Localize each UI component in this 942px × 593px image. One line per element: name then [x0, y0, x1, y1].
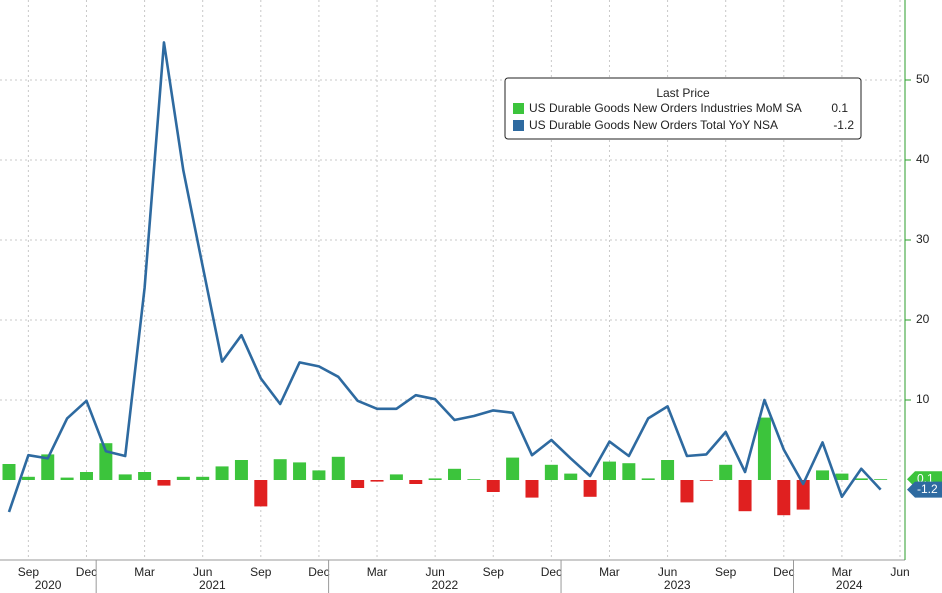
bar — [331, 456, 345, 480]
bar — [448, 468, 462, 480]
y-tick-label: 50 — [916, 72, 930, 86]
bar — [118, 474, 132, 480]
bar — [622, 463, 636, 480]
bar — [486, 480, 500, 492]
x-tick-label: Dec — [773, 565, 794, 579]
y-tick-label: 40 — [916, 152, 930, 166]
bar — [196, 476, 210, 480]
bar — [680, 480, 694, 503]
x-tick-label: Jun — [890, 565, 909, 579]
year-label: 2024 — [836, 578, 863, 592]
x-tick-label: Jun — [658, 565, 677, 579]
x-tick-label: Jun — [425, 565, 444, 579]
x-tick-label: Dec — [308, 565, 329, 579]
last-value-tag — [907, 481, 942, 498]
legend-box — [504, 77, 862, 140]
bar — [2, 464, 16, 480]
x-tick-label: Sep — [483, 565, 505, 579]
bar — [389, 474, 403, 480]
bar — [641, 478, 655, 480]
year-label: 2023 — [664, 578, 691, 592]
last-value-label: -1.2 — [917, 482, 938, 496]
bar — [854, 478, 868, 480]
x-tick-label: Mar — [367, 565, 388, 579]
bar — [602, 461, 616, 480]
bar — [699, 480, 713, 481]
year-label: 2021 — [199, 578, 226, 592]
x-tick-label: Sep — [250, 565, 272, 579]
bar — [273, 459, 287, 480]
bar — [370, 480, 384, 482]
bar — [738, 480, 752, 512]
bar — [79, 472, 93, 480]
x-tick-label: Mar — [832, 565, 853, 579]
bar — [777, 480, 791, 516]
bar — [60, 477, 74, 480]
bar — [835, 473, 849, 480]
legend-swatch — [513, 120, 524, 131]
bar — [796, 480, 810, 510]
bar — [41, 454, 55, 480]
y-tick-label: 10 — [916, 392, 930, 406]
bar — [234, 460, 248, 480]
bar — [467, 479, 481, 480]
bar — [254, 480, 268, 507]
bar — [757, 417, 771, 480]
bar — [312, 470, 326, 480]
line — [7, 41, 882, 513]
bar — [874, 479, 888, 480]
x-tick-label: Dec — [76, 565, 97, 579]
y-tick-label: 30 — [916, 232, 930, 246]
legend-title: Last Price — [656, 86, 710, 100]
bar — [176, 476, 190, 480]
x-tick-label: Sep — [18, 565, 40, 579]
bar — [293, 462, 307, 480]
year-label: 2020 — [35, 578, 62, 592]
legend: Last Price US Durable Goods New Orders I… — [504, 77, 862, 140]
bar — [544, 464, 558, 480]
x-tick-label: Jun — [193, 565, 212, 579]
bar — [661, 460, 675, 480]
legend-label: US Durable Goods New Orders Industries M… — [529, 101, 802, 115]
y-tick-label: 20 — [916, 312, 930, 326]
x-tick-label: Mar — [599, 565, 620, 579]
bar — [583, 480, 597, 497]
x-tick-label: Mar — [134, 565, 155, 579]
legend-value: 0.1 — [831, 101, 848, 115]
bar — [564, 473, 578, 480]
legend-swatch — [513, 103, 524, 114]
bar — [816, 470, 830, 480]
bar — [525, 480, 539, 498]
bar — [157, 480, 171, 486]
bar — [351, 480, 365, 488]
x-tick-label: Sep — [715, 565, 737, 579]
bar — [138, 472, 152, 480]
year-label: 2022 — [431, 578, 458, 592]
bar — [21, 476, 35, 480]
bar — [719, 464, 733, 480]
legend-label: US Durable Goods New Orders Total YoY NS… — [529, 118, 778, 132]
x-tick-label: Dec — [541, 565, 562, 579]
bar — [428, 478, 442, 480]
bar — [506, 457, 520, 480]
bar — [409, 480, 423, 484]
bar — [215, 466, 229, 480]
legend-value: -1.2 — [833, 118, 854, 132]
